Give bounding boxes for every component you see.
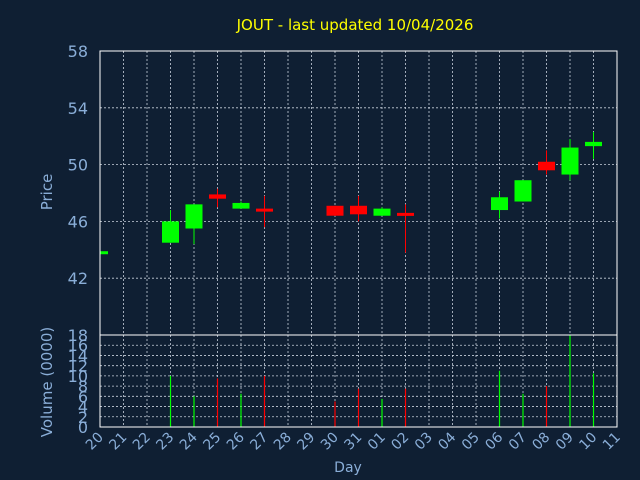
x-tick-label: 27 <box>247 430 271 454</box>
chart-title: JOUT - last updated 10/04/2026 <box>236 16 474 34</box>
candle-body <box>185 204 203 229</box>
x-tick-label: 31 <box>341 430 365 454</box>
x-tick-label: 22 <box>130 430 154 454</box>
candle-body <box>350 205 367 215</box>
x-tick-label: 21 <box>106 430 130 454</box>
x-tick-label: 07 <box>506 430 530 454</box>
volume-tick-label: 4 <box>78 398 88 417</box>
volume-tick-label: 8 <box>78 377 88 396</box>
volume-plot-frame <box>99 334 618 428</box>
x-axis-label: Day <box>334 460 362 476</box>
price-tick-label: 54 <box>68 99 88 118</box>
price-tick-label: 50 <box>68 156 88 175</box>
x-tick-label: 01 <box>365 430 389 454</box>
x-tick-label: 05 <box>459 430 483 454</box>
volume-tick-label: 18 <box>68 326 88 345</box>
price-grid <box>99 50 618 335</box>
candle-body <box>561 147 579 175</box>
price-tick-label: 46 <box>68 212 88 231</box>
x-tick-label: 26 <box>224 429 248 453</box>
x-tick-label: 08 <box>529 430 553 454</box>
volume-tick-label: 10 <box>68 367 88 386</box>
volume-tick-label: 0 <box>78 418 88 437</box>
price-tick-label: 42 <box>68 269 88 288</box>
x-tick-label: 24 <box>177 429 201 453</box>
candle-body <box>373 208 391 216</box>
candle-body <box>162 221 179 243</box>
x-tick-label: 09 <box>553 430 577 454</box>
x-tick-label: 04 <box>435 429 459 453</box>
x-ticks: 20 21 22 23 24 25 26 27 28 29 30 31 01 02 03 04 05 06 07 08… <box>83 429 624 453</box>
candle-body <box>538 161 555 171</box>
candle-body <box>100 251 108 255</box>
volume-tick-label: 16 <box>68 336 88 355</box>
candle-body <box>209 194 226 199</box>
candle-body <box>585 141 602 147</box>
x-tick-label: 02 <box>388 430 412 454</box>
x-tick-label: 03 <box>412 430 436 454</box>
volume-tick-label: 12 <box>68 357 88 376</box>
x-tick-label: 28 <box>271 430 295 454</box>
x-tick-label: 11 <box>600 430 624 454</box>
candle-body <box>397 212 414 216</box>
volume-axis-label: Volume (0000) <box>38 327 56 437</box>
x-tick-label: 23 <box>153 430 177 454</box>
price-tick-label: 58 <box>68 42 88 61</box>
candlestick-series <box>99 131 602 255</box>
candle-body <box>256 208 273 212</box>
x-tick-label: 30 <box>318 430 342 454</box>
candle-body <box>232 202 250 209</box>
price-y-ticks: 42 46 50 54 58 <box>68 42 88 288</box>
x-tick-label: 10 <box>576 430 600 454</box>
candle-body <box>514 180 532 202</box>
x-tick-label: 29 <box>294 430 318 454</box>
volume-tick-label: 6 <box>78 387 88 406</box>
price-axis-label: Price <box>38 174 56 211</box>
candle-body <box>326 205 344 216</box>
volume-tick-label: 14 <box>68 346 88 365</box>
volume-series <box>169 335 595 427</box>
candle-body <box>491 197 508 211</box>
volume-tick-label: 2 <box>78 408 88 427</box>
x-tick-label: 25 <box>200 430 224 454</box>
x-tick-label: 06 <box>482 429 506 453</box>
